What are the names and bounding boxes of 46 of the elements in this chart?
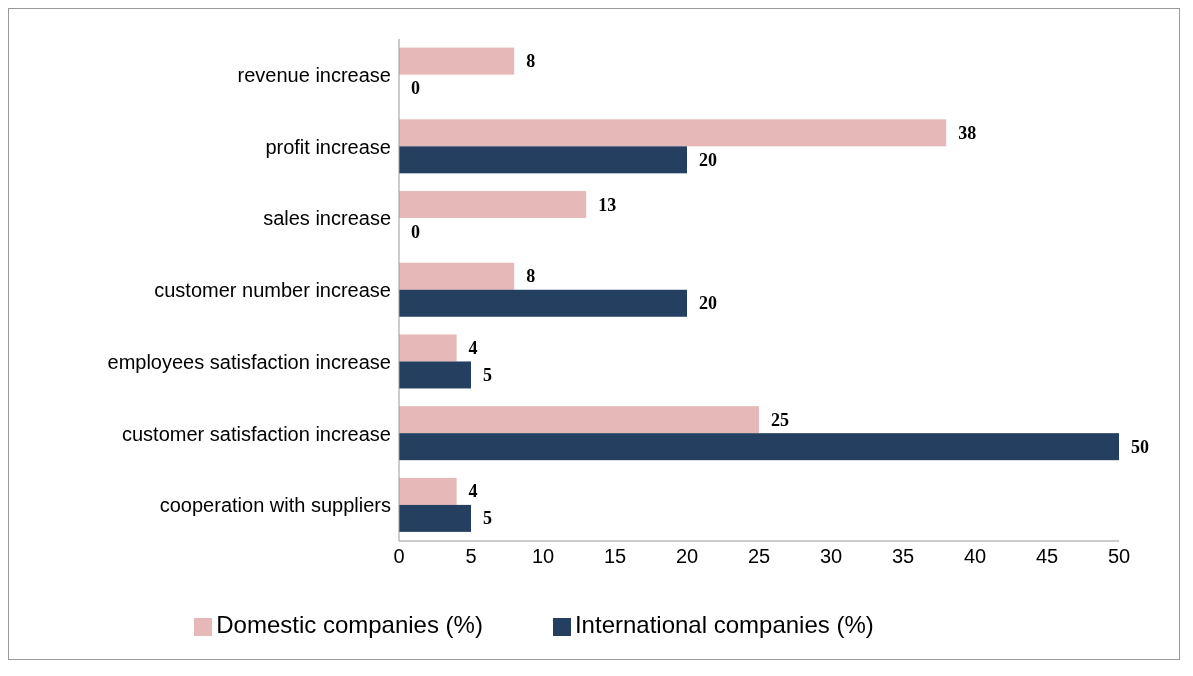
data-label: 20	[699, 149, 717, 170]
x-tick-label: 40	[963, 545, 987, 568]
y-tick-label: profit increase	[265, 135, 391, 158]
y-tick-label: revenue increase	[237, 63, 391, 86]
x-tick-label: 35	[891, 545, 915, 568]
bar	[399, 361, 471, 389]
x-tick-label: 20	[675, 545, 699, 568]
x-tick-label: 15	[603, 545, 627, 568]
x-tick-label: 10	[531, 545, 555, 568]
y-tick-label: employees satisfaction increase	[107, 350, 391, 373]
x-tick-label: 0	[393, 545, 405, 568]
y-tick-label: customer satisfaction increase	[121, 422, 391, 445]
bar	[399, 119, 947, 147]
bar	[399, 406, 759, 434]
bar	[399, 262, 515, 290]
data-label: 5	[483, 508, 492, 529]
x-tick-label: 50	[1107, 545, 1131, 568]
y-tick-label: customer number increase	[154, 279, 391, 302]
data-label: 4	[468, 481, 478, 502]
x-tick-label: 5	[465, 545, 477, 568]
bar	[399, 47, 515, 75]
data-label: 4	[468, 337, 478, 358]
bar	[399, 477, 457, 505]
y-tick-label: cooperation with suppliers	[159, 494, 391, 517]
data-label: 8	[526, 51, 536, 72]
legend-label: Domestic companies (%)	[216, 611, 483, 638]
y-tick-label: sales increase	[263, 207, 391, 230]
data-label: 20	[699, 293, 717, 314]
data-label: 38	[958, 122, 977, 143]
data-label: 0	[411, 78, 420, 99]
bar	[399, 433, 1119, 461]
x-tick-label: 30	[819, 545, 843, 568]
data-label: 25	[771, 409, 789, 430]
bar	[399, 191, 587, 219]
data-label: 0	[411, 221, 420, 242]
bar	[399, 504, 471, 532]
data-label: 8	[526, 266, 536, 287]
x-tick-label: 45	[1035, 545, 1059, 568]
data-label: 13	[598, 194, 617, 215]
bar	[399, 289, 687, 317]
data-label: 50	[1131, 436, 1149, 457]
bar	[399, 334, 457, 362]
x-tick-label: 25	[747, 545, 771, 568]
data-label: 5	[483, 364, 492, 385]
bar	[399, 146, 687, 174]
legend-label: International companies (%)	[574, 611, 874, 638]
